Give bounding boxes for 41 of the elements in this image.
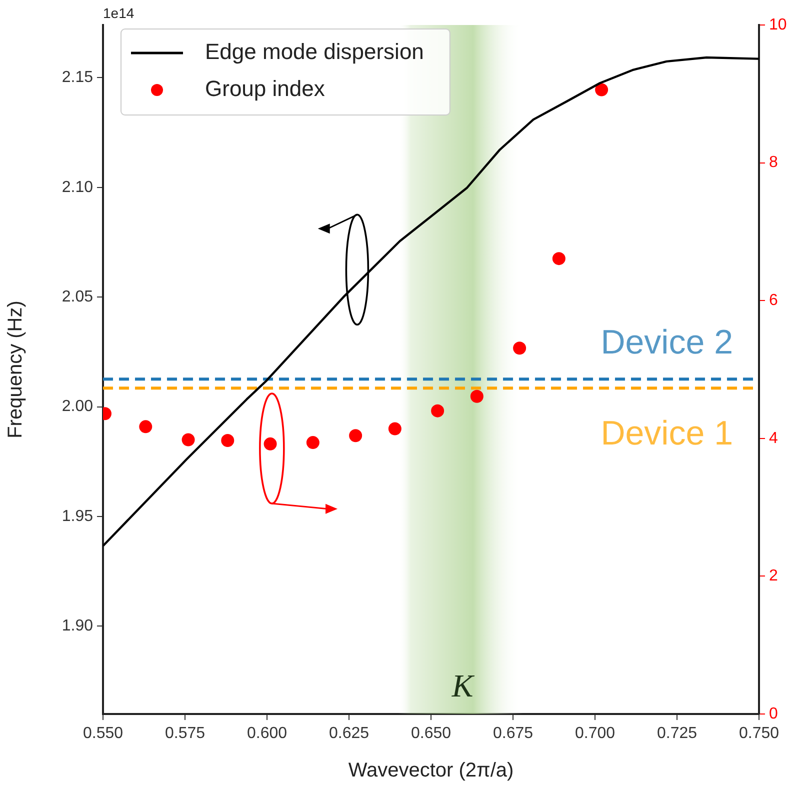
legend-label: Group index (205, 76, 325, 102)
x-tick-label: 0.675 (492, 725, 534, 742)
point (470, 390, 484, 403)
text: 1e14 (103, 4, 134, 21)
y-tick-label: 2.15 (62, 69, 94, 86)
y-tick-label: 1.95 (62, 508, 94, 525)
point (306, 436, 320, 450)
ref-line-label: Device 1 (600, 414, 733, 453)
point (221, 434, 234, 447)
point (513, 342, 526, 355)
legend-label: Edge mode dispersion (205, 39, 424, 64)
point (264, 437, 277, 450)
x-tick-label: 0.700 (574, 725, 616, 742)
x-tick-label: 0.650 (410, 725, 452, 742)
band-label: K (450, 667, 475, 704)
y-axis-title: Frequency (Hz) (4, 300, 27, 438)
y-tick-label: 2.00 (62, 398, 94, 416)
x-tick-label: 0.725 (656, 725, 698, 742)
y2-tick-label: 6 (769, 292, 778, 310)
point (552, 252, 566, 266)
x-tick-label: 0.575 (164, 725, 206, 742)
x-tick-label: 0.625 (328, 725, 370, 742)
point (595, 83, 608, 96)
point (431, 404, 444, 418)
x-tick-label: 0.550 (82, 725, 124, 742)
point (388, 422, 402, 436)
y-tick-label: 1.90 (62, 618, 94, 635)
y-tick-label: 2.05 (62, 288, 94, 306)
x-axis-title: Wavevector (2π/a) (348, 760, 514, 782)
x-tick-label: 0.600 (246, 725, 288, 742)
point (349, 429, 362, 442)
y-tick-label: 2.10 (62, 178, 94, 196)
x-tick-label: 0.750 (738, 725, 780, 742)
point (139, 420, 152, 434)
y2-tick-label: 4 (769, 430, 778, 447)
y2-tick-label: 10 (769, 16, 787, 34)
point (182, 433, 195, 446)
y2-tick-label: 0 (769, 705, 778, 722)
ref-line-label: Device 2 (600, 324, 733, 362)
y2-tick-label: 8 (769, 154, 778, 172)
y2-tick-label: 2 (769, 568, 778, 585)
